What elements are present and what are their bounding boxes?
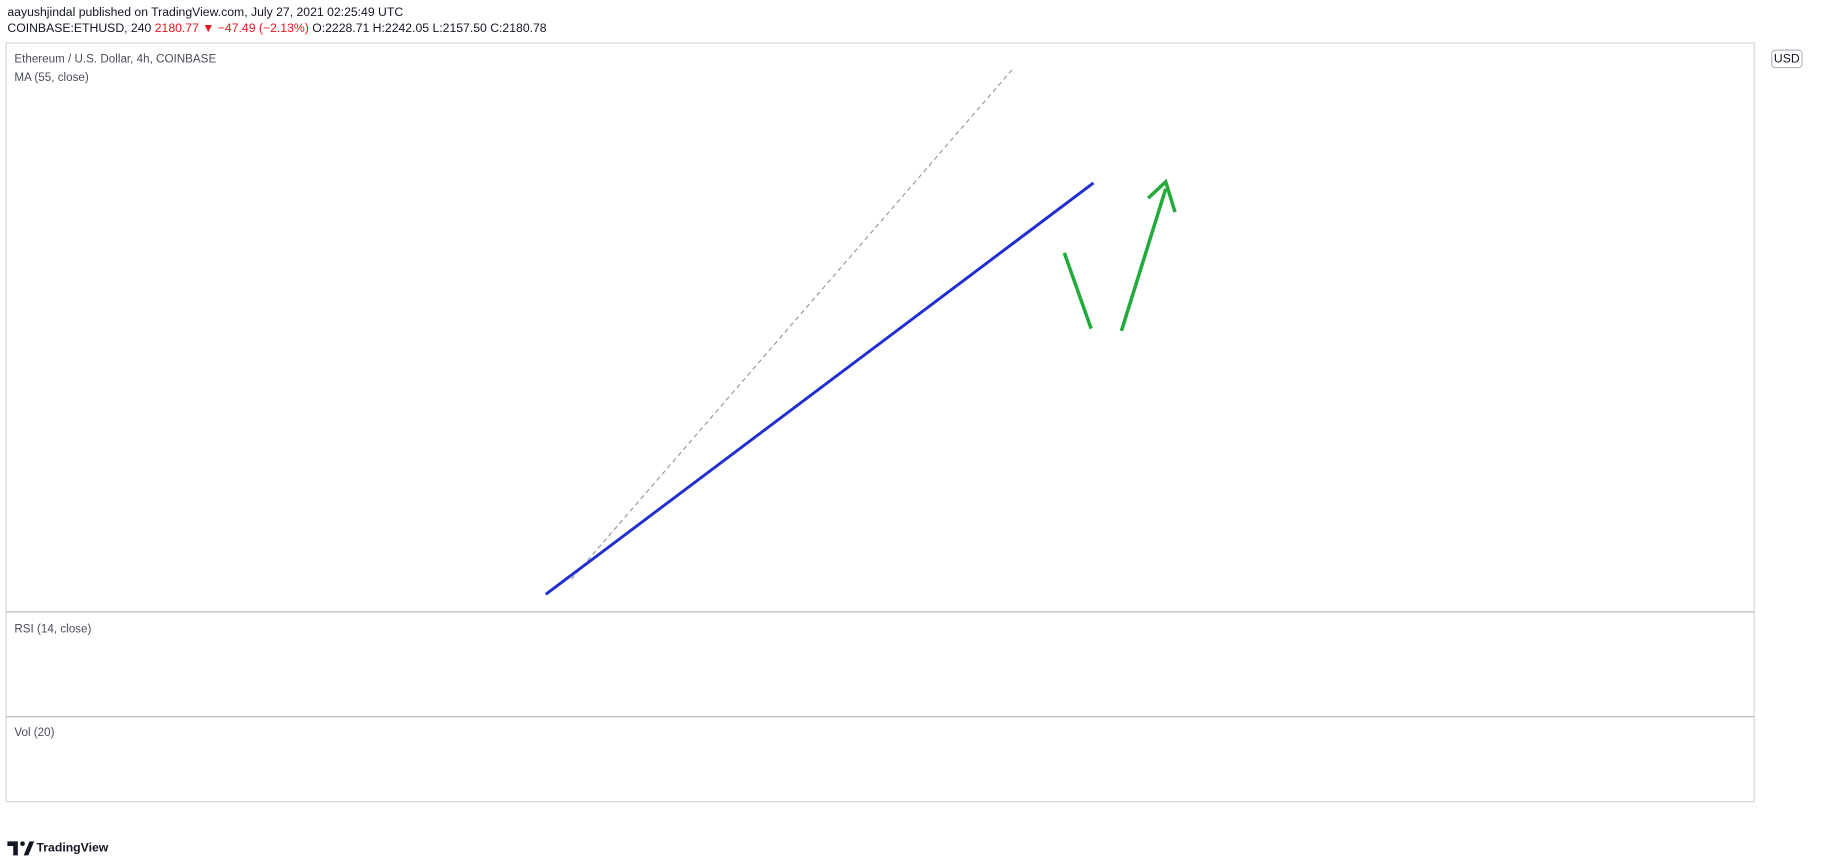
chart-title: Ethereum / U.S. Dollar, 4h, COINBASE: [14, 53, 216, 66]
ohlc: O:2228.71 H:2242.05 L:2157.50 C:2180.78: [312, 21, 547, 35]
logo-dot: [20, 841, 25, 847]
logo-mark: [7, 841, 18, 856]
fib-trend: [570, 69, 1013, 580]
currency: USD: [1774, 52, 1800, 66]
logo-mark: [23, 841, 35, 856]
legend-bg: [14, 50, 283, 86]
annotations: [544, 69, 1177, 596]
vol-legend: Vol (20): [14, 726, 54, 739]
publisher: aayushjindal published on TradingView.co…: [7, 5, 403, 19]
trend-line: [544, 181, 1095, 596]
currency-box: [1771, 49, 1803, 69]
ma-legend: MA (55, close): [14, 71, 89, 84]
frame: [5, 42, 1755, 803]
change: 2180.77 ▼ −47.49 (−2.13%): [155, 21, 309, 35]
arrow-up: [1119, 188, 1168, 332]
symbol: COINBASE:ETHUSD, 240: [7, 21, 151, 35]
arrow-head: [1147, 178, 1177, 213]
symbol-line: COINBASE:ETHUSD, 240 2180.77 ▼ −47.49 (−…: [7, 21, 546, 35]
logo: TradingView: [37, 841, 109, 855]
rsi-legend: RSI (14, close): [14, 622, 91, 635]
arrow-down: [1062, 252, 1093, 330]
logo-icon: [7, 841, 35, 856]
